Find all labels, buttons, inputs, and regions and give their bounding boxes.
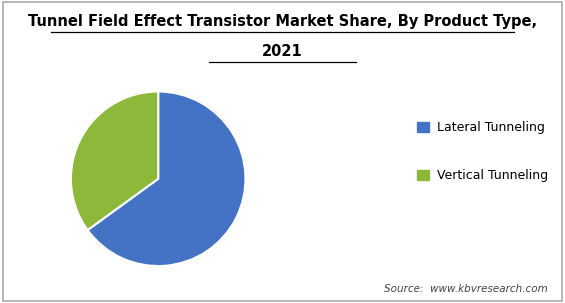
Text: Tunnel Field Effect Transistor Market Share, By Product Type,: Tunnel Field Effect Transistor Market Sh…	[28, 14, 537, 29]
Text: 2021: 2021	[262, 44, 303, 59]
Wedge shape	[88, 92, 245, 266]
Text: Source:  www.kbvresearch.com: Source: www.kbvresearch.com	[384, 284, 548, 294]
Legend: Lateral Tunneling, Vertical Tunneling: Lateral Tunneling, Vertical Tunneling	[412, 116, 553, 187]
Wedge shape	[71, 92, 158, 230]
